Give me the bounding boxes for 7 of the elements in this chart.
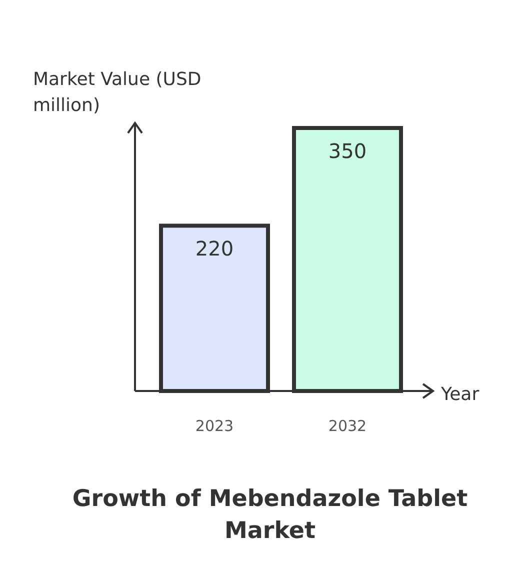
data-label: 350 (328, 139, 367, 163)
x-tick-label: 2023 (195, 417, 234, 435)
data-label: 220 (195, 236, 234, 261)
x-tick-label: 2032 (328, 417, 367, 435)
x-axis-title: Year (440, 384, 480, 405)
y-axis-title: Market Value (USD million) (33, 69, 202, 116)
text: Growth of Mebendazole Tablet Market (72, 486, 468, 544)
